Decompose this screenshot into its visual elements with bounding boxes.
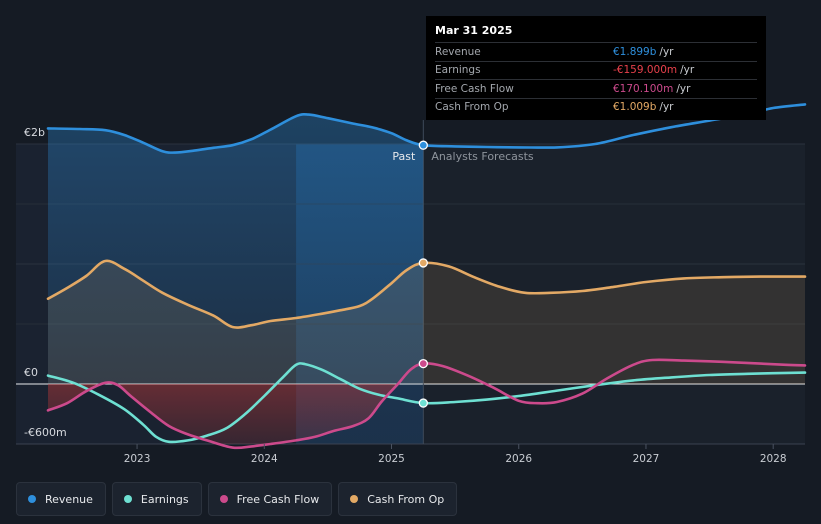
chart-area: €2b €0 -€600m Past Analysts Forecasts 20… [16, 103, 807, 465]
tooltip-row-revenue: Revenue €1.899b /yr [435, 42, 757, 61]
y-label-top: €2b [24, 126, 45, 139]
legend-label: Revenue [45, 492, 93, 506]
revenue-marker [418, 140, 428, 150]
free-cash-flow-dot-icon [219, 495, 228, 503]
legend-label: Cash From Op [367, 492, 445, 506]
cash-from-op-line [46, 259, 807, 329]
negative-area [48, 384, 424, 444]
cash-from-op-area [48, 260, 805, 384]
free-cash-flow-marker [418, 358, 428, 369]
revenue-line [46, 103, 807, 154]
legend-label: Earnings [140, 492, 189, 506]
tooltip-label: Revenue [435, 45, 481, 58]
revenue-dot-icon [28, 495, 36, 503]
forecast-label: Analysts Forecasts [431, 150, 534, 163]
tooltip-value: -€159.000m [613, 64, 678, 77]
tooltip-row-earnings: Earnings -€159.000m /yr [435, 60, 757, 80]
legend-label: Free Cash Flow [236, 492, 320, 506]
tooltip-label: Cash From Op [435, 101, 509, 114]
tooltip-date: Mar 31 2025 [435, 24, 513, 37]
tooltip-unit: /yr [659, 101, 674, 114]
legend-item-revenue[interactable]: Revenue [16, 482, 106, 516]
revenue-area [48, 114, 424, 384]
legend: Revenue Earnings Free Cash Flow Cash Fro… [16, 482, 458, 516]
tooltip-value: €170.100m [613, 82, 674, 95]
x-tick-label: 2028 [760, 453, 787, 465]
tooltip-unit: /yr [659, 45, 674, 58]
forecast-region [423, 144, 805, 444]
y-label-zero: €0 [24, 366, 38, 379]
x-tick-label: 2024 [251, 453, 278, 465]
earnings-marker [418, 398, 428, 408]
cash-from-op-marker [418, 258, 428, 268]
x-tick-label: 2025 [378, 453, 405, 465]
tooltip-label: Free Cash Flow [435, 82, 514, 95]
free-cash-flow-line [46, 358, 807, 450]
x-tick-label: 2026 [505, 453, 532, 465]
tooltip-unit: /yr [680, 64, 695, 77]
y-label-bottom: -€600m [24, 426, 67, 439]
cash-from-op-dot-icon [350, 495, 359, 503]
tooltip-value: €1.899b [613, 45, 657, 58]
tooltip: Mar 31 2025 Revenue €1.899b /yr Earnings… [426, 16, 766, 120]
tooltip-row-free-cash-flow: Free Cash Flow €170.100m /yr [435, 79, 757, 98]
tooltip-row-cash-from-op: Cash From Op €1.009b /yr [435, 97, 757, 117]
x-tick-label: 2027 [633, 453, 660, 465]
tooltip-value: €1.009b [613, 101, 657, 114]
earnings-dot-icon [123, 495, 132, 503]
x-tick-label: 2023 [124, 453, 151, 465]
earnings-line [46, 362, 807, 444]
legend-item-cash-from-op[interactable]: Cash From Op [338, 482, 458, 516]
past-label: Past [392, 150, 416, 163]
tooltip-unit: /yr [676, 82, 691, 95]
tooltip-label: Earnings [435, 64, 481, 77]
legend-item-earnings[interactable]: Earnings [111, 482, 202, 516]
legend-item-free-cash-flow[interactable]: Free Cash Flow [207, 482, 333, 516]
